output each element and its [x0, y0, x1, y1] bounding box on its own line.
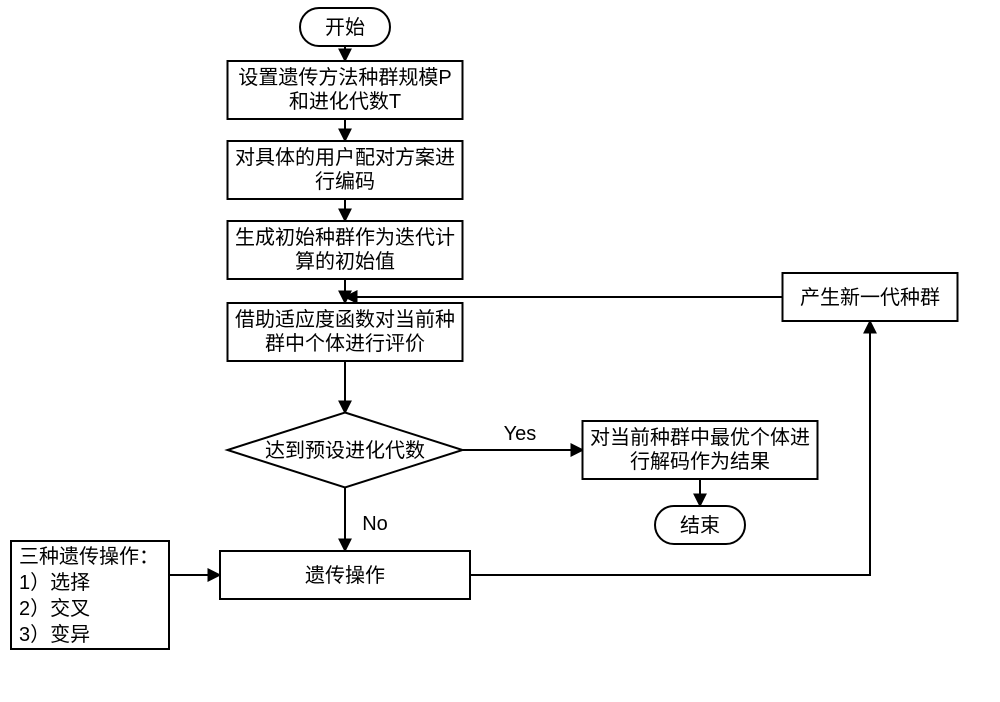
node-n4: 借助适应度函数对当前种群中个体进行评价 [228, 303, 463, 361]
node-n5: 遗传操作 [220, 551, 470, 599]
node-text: 和进化代数T [289, 90, 401, 113]
node-list: 三种遗传操作： 1）选择 2）交叉 3）变异 [11, 541, 169, 649]
node-text: 对具体的用户配对方案进 [235, 146, 455, 169]
edge-label: Yes [504, 423, 537, 445]
node-text: 结束 [680, 514, 720, 537]
node-text: 算的初始值 [295, 250, 395, 273]
node-text: 遗传操作 [305, 564, 385, 587]
node-n3: 生成初始种群作为迭代计算的初始值 [228, 221, 463, 279]
node-end: 结束 [655, 506, 745, 544]
node-text: 3）变异 [19, 623, 90, 646]
node-text: 对当前种群中最优个体进 [590, 426, 810, 449]
node-text: 三种遗传操作： [19, 545, 159, 568]
node-d1: 达到预设进化代数 [228, 413, 463, 488]
node-n7: 产生新一代种群 [783, 273, 958, 321]
node-text: 行解码作为结果 [630, 450, 770, 473]
node-text: 开始 [325, 16, 365, 39]
node-text: 产生新一代种群 [800, 286, 940, 309]
node-text: 借助适应度函数对当前种 [235, 308, 455, 331]
node-text: 生成初始种群作为迭代计 [235, 226, 455, 249]
node-text: 1）选择 [19, 571, 90, 594]
node-text: 达到预设进化代数 [265, 439, 425, 462]
node-n1: 设置遗传方法种群规模P和进化代数T [228, 61, 463, 119]
node-text: 设置遗传方法种群规模P [238, 66, 451, 89]
node-start: 开始 [300, 8, 390, 46]
node-n6: 对当前种群中最优个体进行解码作为结果 [583, 421, 818, 479]
node-text: 2）交叉 [19, 597, 90, 620]
flowchart-canvas: NoYes 开始设置遗传方法种群规模P和进化代数T对具体的用户配对方案进行编码生… [0, 0, 1000, 702]
node-text: 行编码 [315, 170, 375, 193]
node-n2: 对具体的用户配对方案进行编码 [228, 141, 463, 199]
edge-label: No [362, 513, 388, 535]
node-text: 群中个体进行评价 [265, 332, 425, 355]
